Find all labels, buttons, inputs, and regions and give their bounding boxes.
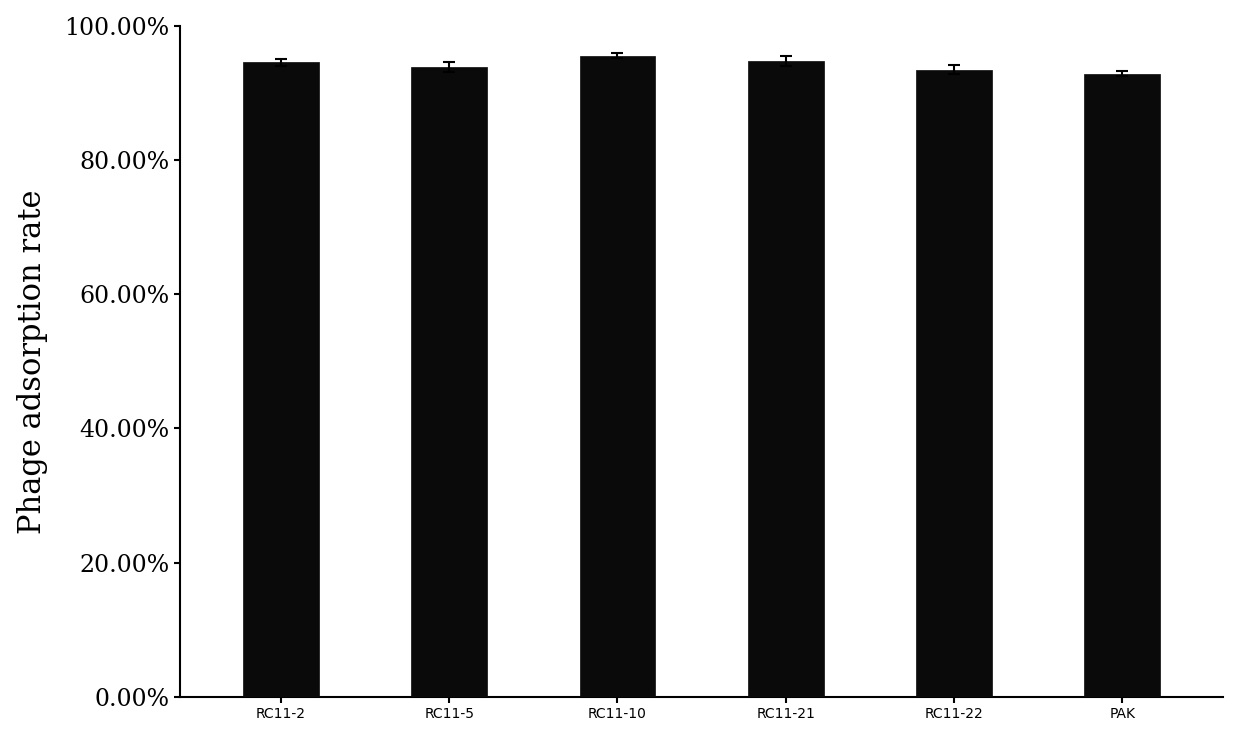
Bar xyxy=(748,61,823,697)
Bar xyxy=(412,67,487,697)
Bar xyxy=(916,69,992,697)
Bar xyxy=(579,55,655,697)
Bar xyxy=(243,62,319,697)
Bar xyxy=(1085,74,1161,697)
Y-axis label: Phage adsorption rate: Phage adsorption rate xyxy=(16,189,47,534)
